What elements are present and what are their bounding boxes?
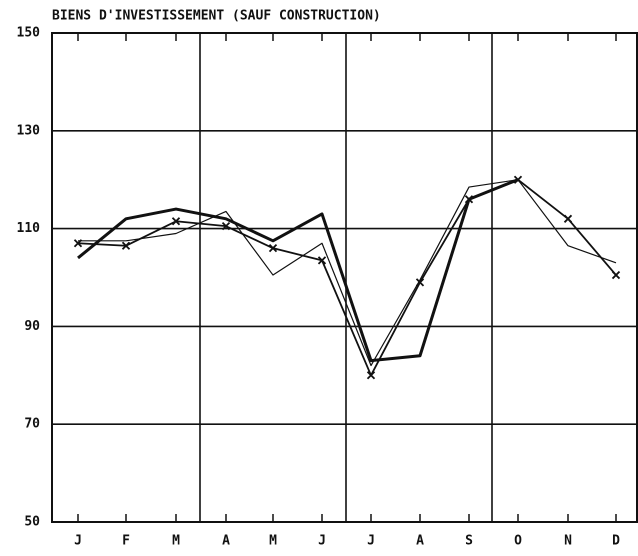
point-marker bbox=[268, 244, 278, 253]
series-line bbox=[78, 179, 617, 367]
x-tick-label: J bbox=[74, 534, 82, 549]
y-tick-label: 50 bbox=[24, 515, 40, 530]
x-tick-label: D bbox=[612, 534, 620, 549]
x-tick-label: J bbox=[318, 534, 326, 549]
x-tick-label: O bbox=[514, 534, 522, 549]
point-marker bbox=[121, 241, 131, 250]
y-tick-label: 110 bbox=[17, 221, 41, 236]
x-tick-label: A bbox=[222, 534, 230, 549]
x-tick-label: S bbox=[465, 534, 473, 549]
point-marker bbox=[73, 239, 83, 248]
y-tick-label: 150 bbox=[17, 26, 41, 41]
point-marker bbox=[611, 270, 621, 280]
point-marker bbox=[221, 222, 231, 231]
point-marker bbox=[464, 195, 474, 204]
x-tick-label: F bbox=[122, 534, 130, 549]
x-tick-label: M bbox=[172, 534, 180, 549]
point-marker bbox=[366, 371, 376, 380]
point-marker bbox=[171, 217, 181, 226]
x-tick-label: N bbox=[564, 534, 572, 549]
x-tick-label: M bbox=[269, 534, 277, 549]
point-marker bbox=[415, 278, 425, 287]
series-line bbox=[77, 178, 617, 377]
y-tick-label: 70 bbox=[24, 417, 40, 432]
point-marker bbox=[513, 175, 523, 184]
y-tick-label: 130 bbox=[17, 123, 41, 138]
y-tick-label: 90 bbox=[24, 319, 40, 334]
point-marker bbox=[563, 214, 573, 223]
series-line bbox=[77, 178, 519, 363]
x-tick-label: J bbox=[367, 534, 375, 549]
chart-title: BIENS D'INVESTISSEMENT (SAUF CONSTRUCTIO… bbox=[52, 9, 381, 24]
x-tick-label: A bbox=[416, 534, 424, 549]
point-marker bbox=[317, 256, 327, 265]
